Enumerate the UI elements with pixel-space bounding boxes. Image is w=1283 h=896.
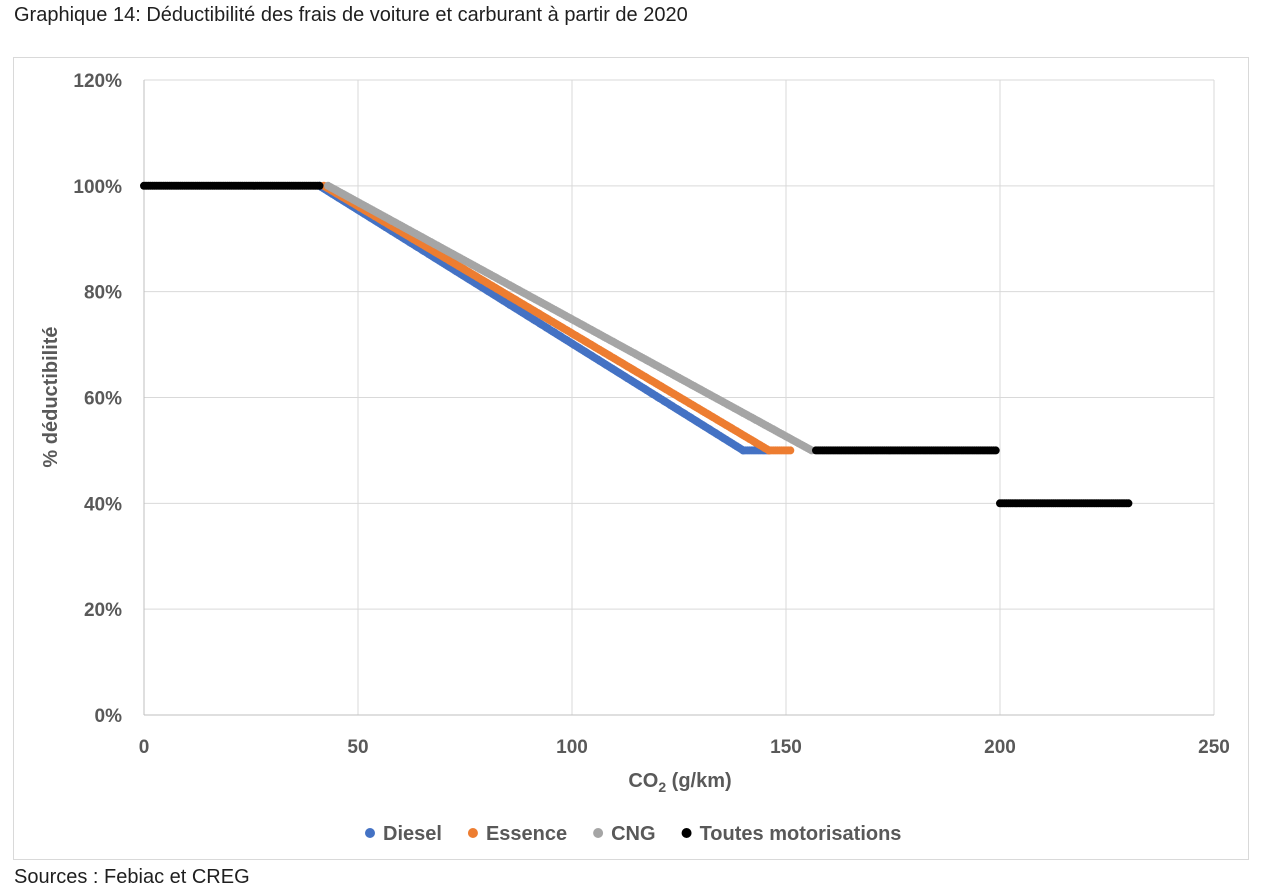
x-tick-label: 250 bbox=[1198, 737, 1230, 758]
x-axis-title-rest: (g/km) bbox=[666, 770, 732, 792]
y-axis-title: % déductibilité bbox=[40, 326, 62, 467]
x-tick-label: 0 bbox=[139, 737, 150, 758]
legend-label: CNG bbox=[611, 823, 655, 845]
legend-marker bbox=[365, 828, 375, 838]
y-tick-label: 40% bbox=[84, 494, 122, 515]
x-axis-title: CO2 (g/km) bbox=[628, 770, 731, 795]
x-axis-title-main: CO bbox=[628, 770, 658, 792]
y-tick-label: 100% bbox=[73, 177, 122, 198]
chart-caption: Graphique 14: Déductibilité des frais de… bbox=[14, 4, 688, 26]
data-point bbox=[991, 446, 1000, 455]
x-axis-title-sub: 2 bbox=[658, 779, 666, 795]
x-tick-label: 200 bbox=[984, 737, 1016, 758]
x-tick-label: 50 bbox=[347, 737, 368, 758]
data-point bbox=[1124, 499, 1133, 508]
y-tick-label: 20% bbox=[84, 600, 122, 621]
legend-label: Essence bbox=[486, 823, 567, 845]
series-cng bbox=[324, 181, 816, 455]
legend-label: Toutes motorisations bbox=[700, 823, 902, 845]
legend: Diesel Essence CNG Toutes motorisations bbox=[365, 823, 901, 845]
legend-label: Diesel bbox=[383, 823, 442, 845]
tick-labels: 0% 20% 40% 60% 80% 100% 120% 0 50 100 150 200 250 bbox=[73, 71, 1229, 758]
chart-source: Sources : Febiac et CREG bbox=[14, 866, 250, 888]
y-tick-label: 0% bbox=[95, 706, 123, 727]
chart-frame bbox=[13, 57, 1249, 860]
x-tick-label: 100 bbox=[556, 737, 588, 758]
legend-marker bbox=[467, 828, 478, 838]
x-tick-label: 150 bbox=[770, 737, 802, 758]
y-tick-label: 80% bbox=[84, 283, 122, 304]
y-tick-label: 60% bbox=[84, 389, 122, 410]
data-point bbox=[315, 181, 324, 190]
legend-marker bbox=[681, 828, 692, 838]
legend-marker bbox=[593, 828, 604, 838]
y-tick-label: 120% bbox=[73, 71, 122, 92]
data-marks bbox=[140, 181, 1133, 508]
data-point bbox=[786, 446, 795, 455]
series-toutes-motorisations bbox=[140, 181, 1133, 508]
